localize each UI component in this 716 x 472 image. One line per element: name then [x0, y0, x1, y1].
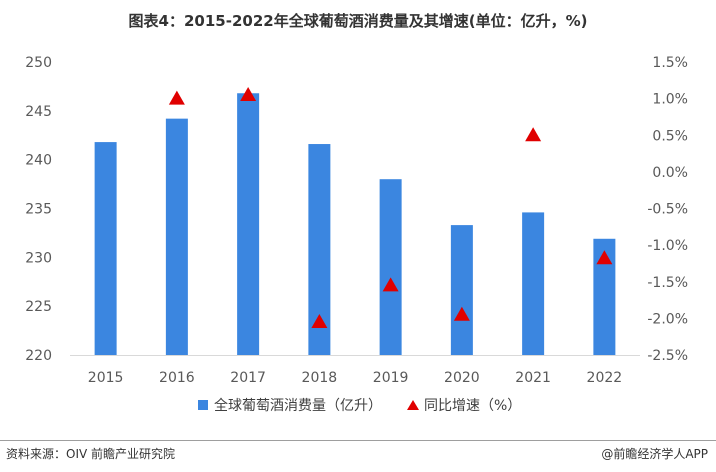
right-tick-label: -1.5%	[647, 275, 688, 291]
legend-triangle-label: 同比增速（%）	[424, 398, 521, 414]
right-tick-label: 0.0%	[652, 165, 688, 181]
left-tick-label: 235	[25, 202, 52, 218]
legend-bar-label: 全球葡萄酒消费量（亿升）	[214, 397, 382, 414]
legend-triangle-swatch	[407, 400, 419, 410]
chart-plot: 220 225 230 235 240 245 250 -2.5% -2.0% -1.5% -1.…	[25, 55, 688, 414]
left-tick-label: 250	[25, 55, 52, 71]
left-axis: 220 225 230 235 240 245 250	[25, 55, 52, 364]
left-tick-label: 220	[25, 348, 52, 364]
growth-marker-2018	[311, 314, 328, 329]
consumption-bar-2020	[450, 225, 473, 355]
left-tick-label: 225	[25, 299, 52, 315]
x-tick-label: 2019	[373, 370, 409, 386]
bar-series	[94, 93, 616, 356]
x-tick-label: 2016	[159, 370, 195, 386]
footer-source: 资料来源：OIV 前瞻产业研究院	[6, 447, 176, 461]
right-tick-label: -2.5%	[647, 348, 688, 364]
x-tick-label: 2021	[515, 370, 551, 386]
x-tick-label: 2020	[444, 370, 480, 386]
consumption-bar-2016	[165, 118, 188, 355]
growth-series	[168, 86, 613, 329]
x-tick-label: 2018	[302, 370, 338, 386]
right-tick-label: -0.5%	[647, 202, 688, 218]
consumption-bar-2018	[308, 144, 331, 355]
growth-marker-2021	[525, 127, 542, 142]
growth-marker-2016	[168, 90, 185, 105]
growth-marker-2020	[453, 306, 470, 321]
footer-divider	[0, 440, 716, 441]
right-tick-label: 0.5%	[652, 128, 688, 144]
left-tick-label: 245	[25, 104, 52, 120]
x-tick-label: 2015	[88, 370, 124, 386]
x-axis: 2015 2016 2017 2018 2019 2020 2021 2022	[88, 370, 622, 386]
growth-marker-2022	[596, 250, 613, 265]
consumption-bar-2017	[237, 93, 260, 356]
right-tick-label: -2.0%	[647, 311, 688, 327]
growth-marker-2017	[240, 86, 257, 101]
consumption-bar-2015	[94, 142, 117, 355]
right-tick-label: -1.0%	[647, 238, 688, 254]
consumption-bar-2022	[593, 238, 616, 355]
legend: 全球葡萄酒消费量（亿升） 同比增速（%）	[198, 397, 521, 414]
x-tick-label: 2017	[230, 370, 266, 386]
right-tick-label: 1.0%	[652, 92, 688, 108]
right-tick-label: 1.5%	[652, 55, 688, 71]
footer-brand: @前瞻经济学人APP	[601, 447, 708, 461]
x-tick-label: 2022	[587, 370, 623, 386]
legend-bar-swatch	[198, 400, 208, 410]
growth-marker-2019	[382, 277, 399, 292]
consumption-bar-2019	[379, 179, 402, 355]
right-axis: -2.5% -2.0% -1.5% -1.0% -0.5% 0.0% 0.5% 1.0% 1.5…	[647, 55, 688, 364]
left-tick-label: 230	[25, 250, 52, 266]
left-tick-label: 240	[25, 153, 52, 169]
consumption-bar-2021	[522, 212, 545, 355]
chart-title: 图表4：2015-2022年全球葡萄酒消费量及其增速(单位：亿升，%)	[128, 12, 588, 30]
